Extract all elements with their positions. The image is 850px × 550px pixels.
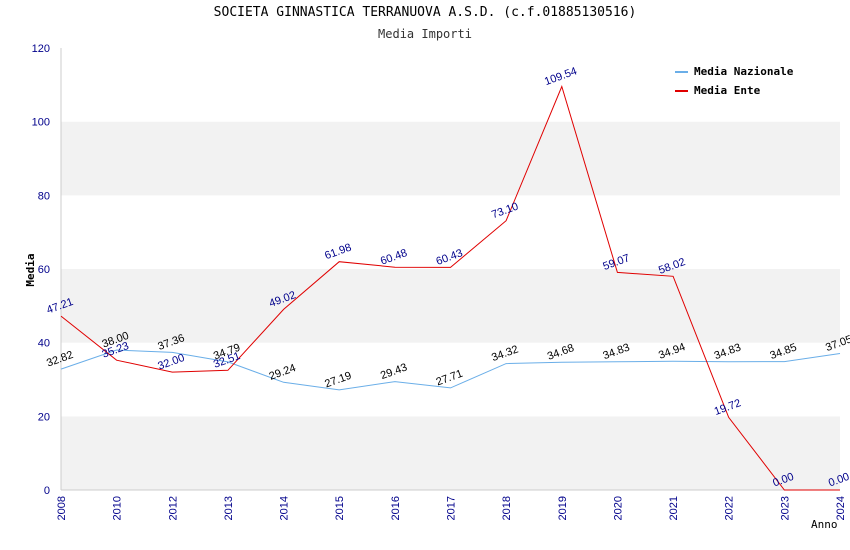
plot-background-bands — [61, 48, 840, 490]
y-tick-label: 0 — [44, 485, 50, 497]
x-tick-label: 2019 — [557, 496, 569, 520]
x-tick-label: 2015 — [334, 496, 346, 520]
x-tick-label: 2012 — [167, 496, 179, 520]
y-tick-label: 80 — [38, 190, 50, 202]
chart-subtitle: Media Importi — [378, 27, 472, 41]
legend-label-nazionale: Media Nazionale — [694, 65, 794, 78]
legend: Media Nazionale Media Ente — [669, 59, 810, 101]
legend-box — [669, 59, 810, 101]
y-tick-label: 20 — [38, 411, 50, 423]
grid-band — [61, 269, 840, 343]
y-tick-label: 40 — [38, 338, 50, 350]
series-line-nazionale — [60, 349, 841, 391]
grid-band — [61, 416, 840, 490]
x-axis-ticks: 2008 2010 2012 2013 2014 2015 2016 2017 2018 2019… — [56, 496, 847, 520]
grid-band — [61, 195, 840, 269]
y-axis-ticks: 0 20 40 60 80 100 120 — [32, 43, 50, 497]
legend-label-ente: Media Ente — [694, 84, 761, 97]
x-tick-label: 2017 — [446, 496, 458, 520]
x-tick-label: 2020 — [612, 496, 624, 520]
x-tick-label: 2014 — [279, 496, 291, 520]
series-line-ente — [60, 85, 840, 491]
y-axis-title: Media — [24, 253, 37, 286]
grid-band — [61, 342, 840, 417]
grid-band — [61, 121, 840, 196]
chart-title: SOCIETA GINNASTICA TERRANUOVA A.S.D. (c.… — [213, 5, 637, 20]
x-tick-label: 2010 — [112, 496, 124, 520]
y-tick-label: 60 — [38, 264, 50, 276]
x-axis-title: Anno — [811, 518, 838, 531]
x-tick-label: 2022 — [724, 496, 736, 520]
x-tick-label: 2018 — [501, 496, 513, 520]
y-tick-label: 100 — [32, 117, 50, 129]
x-tick-label: 2013 — [223, 496, 235, 520]
x-tick-label: 2021 — [668, 496, 680, 520]
x-tick-label: 2024 — [835, 496, 847, 520]
y-tick-label: 120 — [32, 43, 50, 55]
series-lines — [60, 85, 841, 491]
x-tick-label: 2008 — [56, 496, 68, 520]
x-tick-label: 2016 — [390, 496, 402, 520]
x-tick-label: 2023 — [779, 496, 791, 520]
